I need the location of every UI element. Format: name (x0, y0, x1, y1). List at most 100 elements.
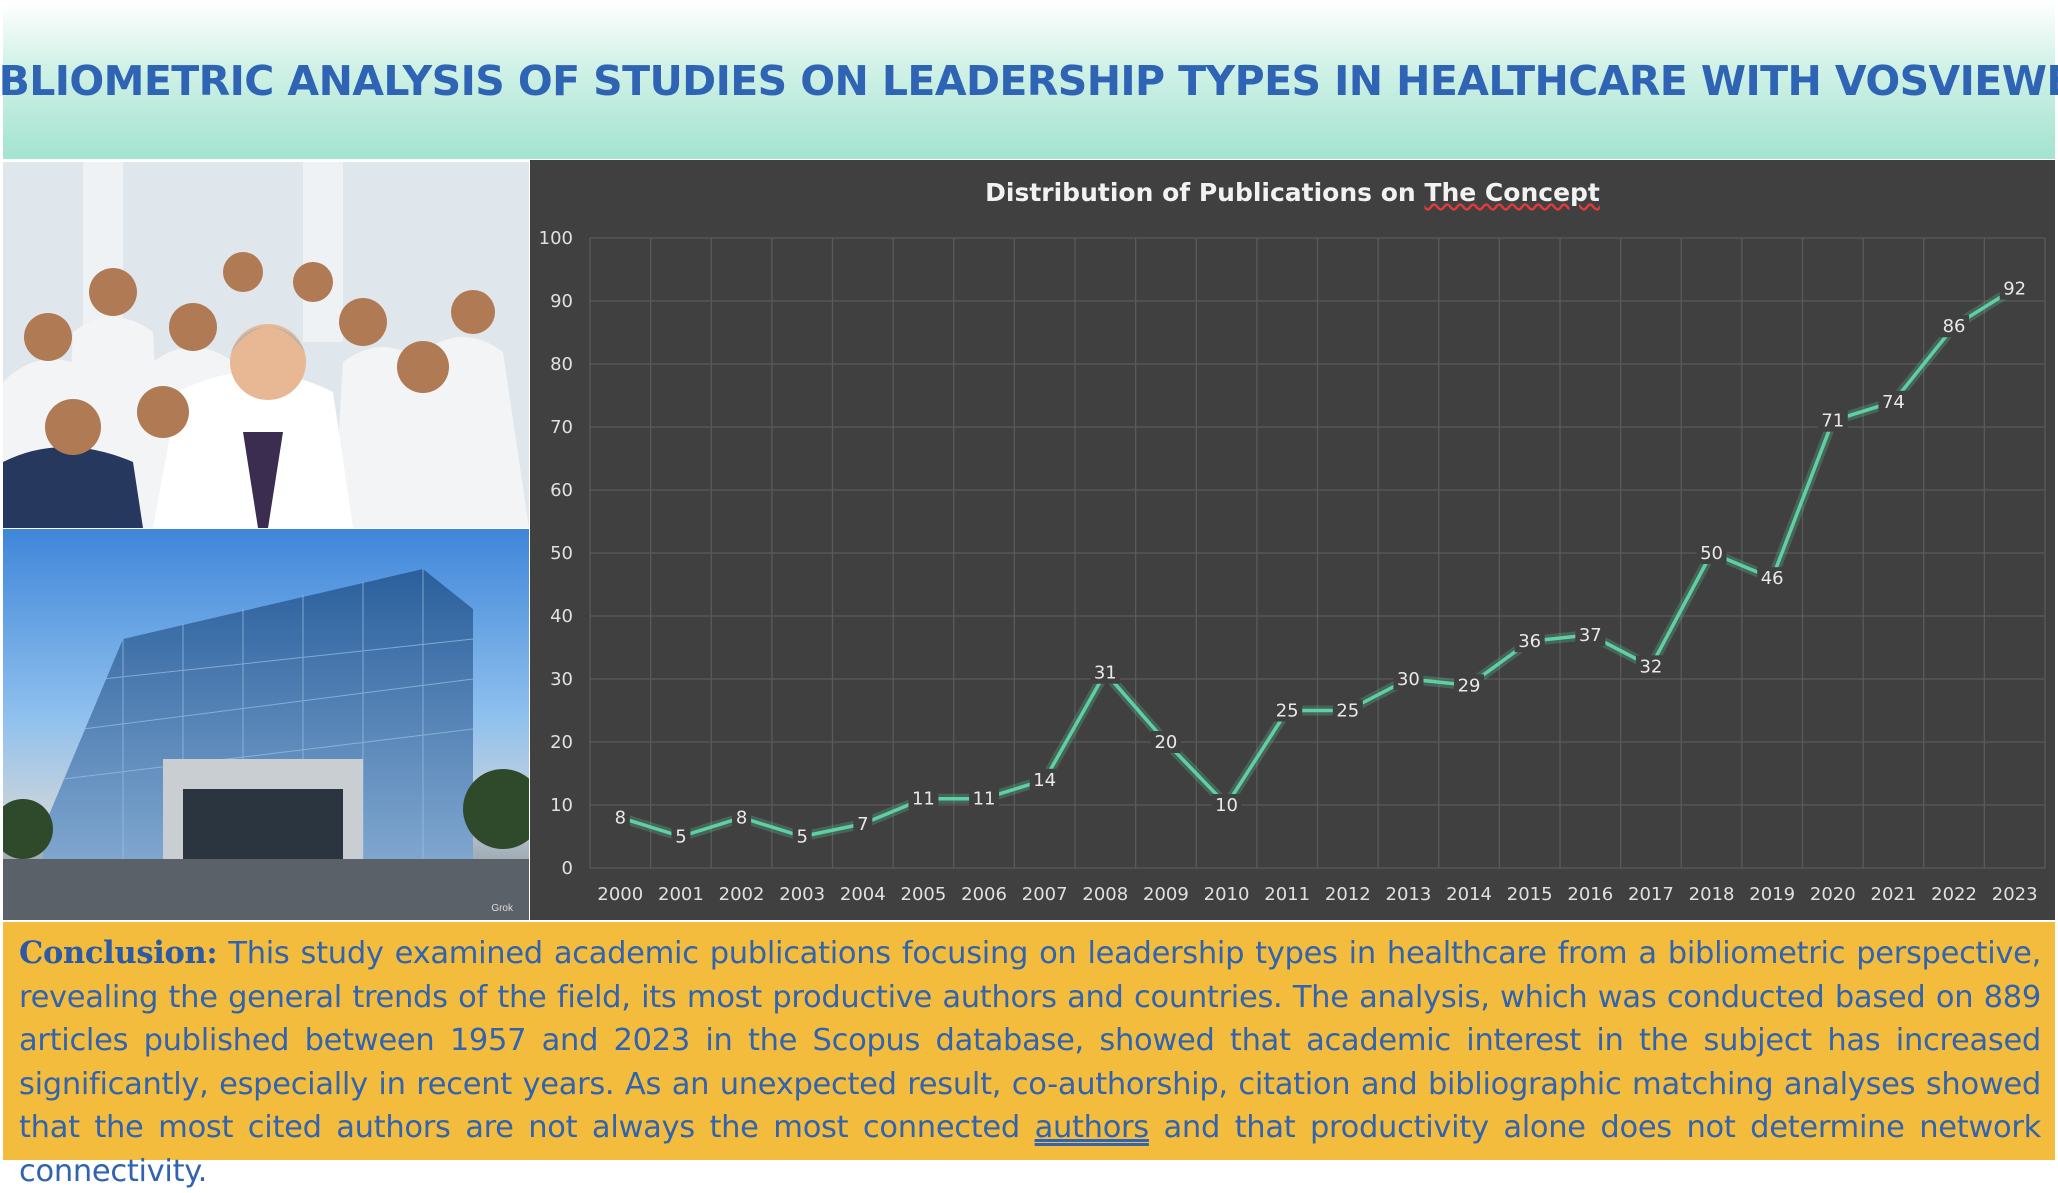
chart-title-part1: Distribution of Publications on (985, 178, 1425, 207)
x-tick-label: 2003 (779, 884, 825, 905)
data-label-bg (969, 787, 1000, 810)
page-title: BIBLIOMETRIC ANALYSIS OF STUDIES ON LEAD… (0, 57, 2058, 105)
data-label: 20 (1154, 732, 1177, 753)
y-tick-label: 90 (550, 291, 573, 312)
team-of-doctors-illustration (3, 162, 529, 528)
y-tick-label: 0 (562, 858, 573, 879)
x-tick-label: 2001 (658, 884, 704, 905)
data-label-bg (732, 806, 752, 829)
x-tick-label: 2004 (840, 884, 886, 905)
title-banner: BIBLIOMETRIC ANALYSIS OF STUDIES ON LEAD… (0, 3, 2058, 159)
data-label: 11 (973, 789, 996, 810)
hospital-building-photo: Grok (3, 529, 529, 920)
y-axis-labels: 0 10 20 30 40 50 60 70 80 90 100 (539, 228, 573, 879)
data-label-bg (792, 825, 812, 848)
conclusion-tail: and that productivity alone does not det… (19, 1110, 2042, 1189)
data-label: 7 (857, 814, 868, 835)
x-tick-label: 2018 (1689, 884, 1735, 905)
conclusion-lead: Conclusion: (19, 935, 218, 971)
x-tick-label: 2023 (1992, 884, 2038, 905)
conclusion-body: This study examined academic publication… (19, 936, 2041, 1145)
x-tick-label: 2000 (597, 884, 643, 905)
data-label-bg (1454, 674, 1485, 697)
chart-grid (589, 237, 2046, 869)
data-label-bg (610, 806, 630, 829)
data-label-bg (1393, 668, 1424, 690)
x-tick-label: 2014 (1446, 884, 1492, 905)
x-tick-label: 2022 (1931, 884, 1977, 905)
data-label: 25 (1336, 701, 1359, 722)
x-tick-label: 2011 (1264, 884, 1310, 905)
data-label-bg (1272, 699, 1303, 722)
data-label: 92 (2003, 278, 2026, 299)
data-label: 5 (796, 827, 807, 848)
x-tick-label: 2010 (1204, 884, 1250, 905)
hospital-building-illustration: Grok (3, 569, 529, 920)
x-tick-label: 2005 (901, 884, 947, 905)
data-label: 86 (1943, 316, 1966, 337)
x-tick-label: 2009 (1143, 884, 1189, 905)
series-line-path (619, 286, 2016, 839)
x-tick-label: 2008 (1082, 884, 1128, 905)
y-tick-label: 10 (550, 795, 573, 816)
data-labels: 8 5 8 5 7 11 11 14 31 20 10 25 25 30 29 36 37 32 50 46 71 74 8… (610, 277, 2030, 848)
y-tick-label: 50 (550, 543, 573, 564)
data-label-bg (1939, 315, 1970, 338)
chart-title-part2: The Concept (1424, 178, 1600, 207)
data-label-bg (1575, 623, 1606, 646)
x-tick-label: 2012 (1325, 884, 1371, 905)
data-label-bg (853, 812, 873, 835)
x-axis-labels: 2000 2001 2002 2003 2004 2005 2006 2007 2008 2009… (597, 884, 2037, 905)
data-label-bg (1029, 768, 1060, 791)
x-tick-label: 2019 (1749, 884, 1795, 905)
conclusion-box: Conclusion: This study examined academic… (3, 922, 2055, 1189)
x-tick-label: 2006 (961, 884, 1007, 905)
data-label: 46 (1761, 568, 1784, 589)
data-label-bg (1635, 655, 1666, 678)
x-tick-label: 2002 (719, 884, 765, 905)
data-label: 8 (736, 808, 747, 829)
x-tick-label: 2016 (1567, 884, 1613, 905)
data-label-bg (1817, 409, 1848, 432)
team-of-doctors-photo (3, 162, 529, 528)
y-tick-label: 60 (550, 480, 573, 501)
data-label-bg (1757, 567, 1788, 590)
y-tick-label: 40 (550, 606, 573, 627)
chart-panel: Distribution of Publications on The Conc… (530, 160, 2055, 920)
data-label: 74 (1882, 392, 1905, 413)
data-label-bg (1696, 542, 1727, 564)
x-tick-label: 2021 (1871, 884, 1917, 905)
y-tick-label: 70 (550, 417, 573, 438)
series-line (618, 284, 2018, 842)
watermark-text: Grok (491, 903, 514, 914)
data-label: 25 (1276, 701, 1299, 722)
y-tick-label: 20 (550, 732, 573, 753)
data-label-bg (671, 825, 691, 848)
data-label: 10 (1215, 795, 1238, 816)
x-tick-label: 2015 (1507, 884, 1553, 905)
data-label: 11 (912, 789, 935, 810)
data-label: 5 (675, 827, 686, 848)
data-label-bg (1999, 277, 2030, 300)
data-label-bg (1514, 630, 1545, 653)
data-label: 8 (615, 808, 626, 829)
data-label: 50 (1700, 543, 1723, 564)
data-label: 14 (1033, 770, 1056, 791)
data-label: 71 (1821, 411, 1844, 432)
data-label: 29 (1458, 675, 1481, 696)
data-label-bg (1332, 699, 1363, 722)
x-tick-label: 2013 (1386, 884, 1432, 905)
data-label: 30 (1397, 669, 1420, 690)
data-label-bg (908, 787, 939, 810)
y-tick-label: 100 (539, 228, 573, 249)
x-tick-label: 2020 (1810, 884, 1856, 905)
y-tick-label: 80 (550, 354, 573, 375)
chart-title: Distribution of Publications on The Conc… (530, 178, 2055, 207)
x-tick-label: 2007 (1022, 884, 1068, 905)
data-label-bg (1090, 661, 1121, 684)
data-label: 32 (1639, 656, 1662, 677)
data-label: 31 (1094, 663, 1117, 684)
data-label: 37 (1579, 625, 1602, 646)
data-label-bg (1211, 794, 1242, 816)
